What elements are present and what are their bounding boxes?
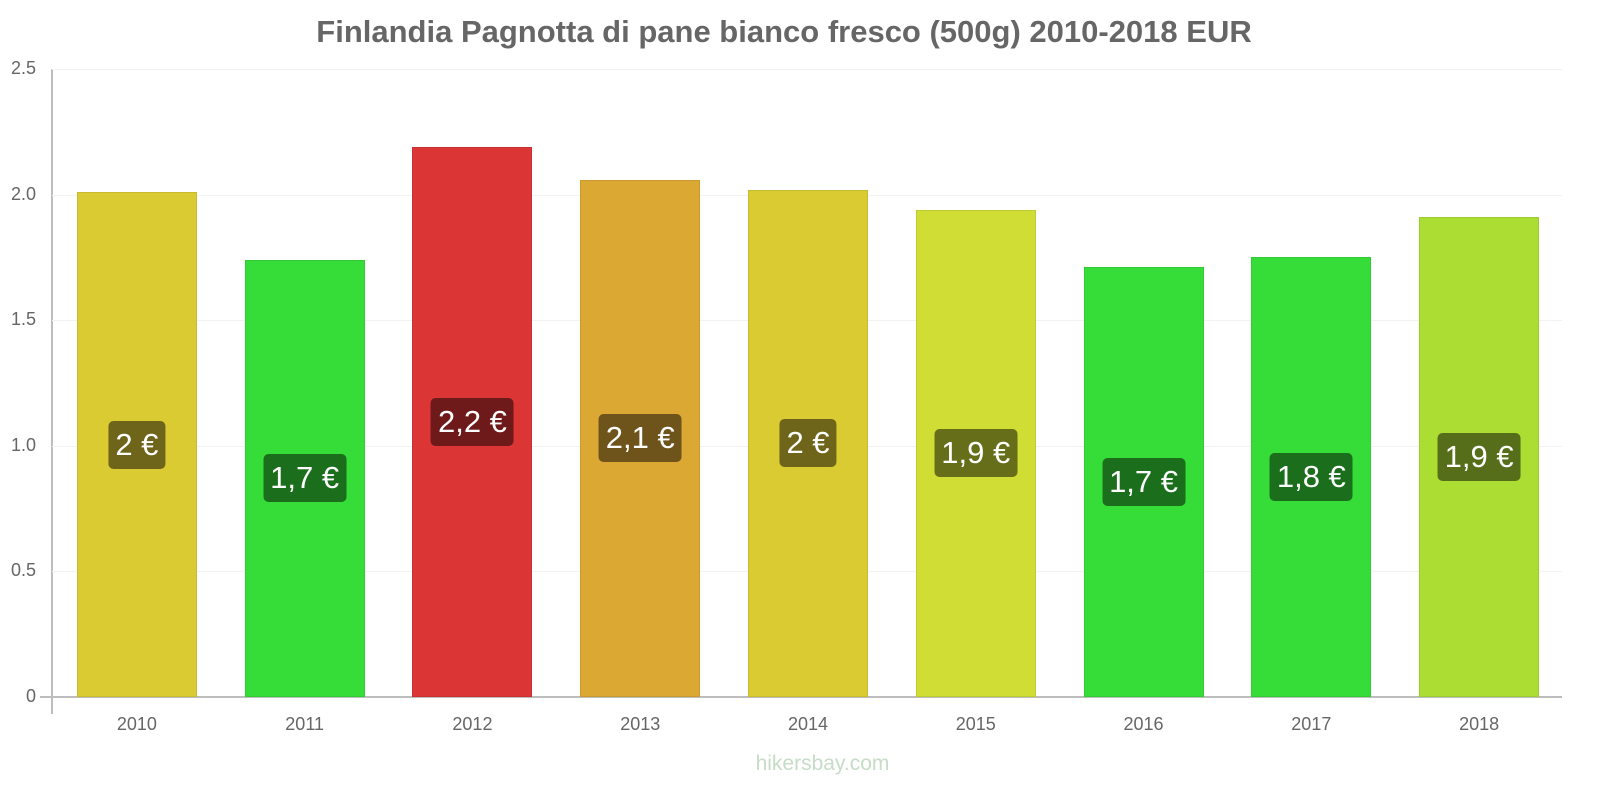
data-label: 1,9 € <box>934 429 1018 478</box>
x-tick-label: 2016 <box>1123 714 1164 734</box>
data-label: 2 € <box>779 419 837 468</box>
y-tick-label: 1.5 <box>10 309 36 330</box>
gridline <box>52 69 1562 70</box>
x-tick-label: 2017 <box>1291 714 1332 734</box>
data-label: 1,7 € <box>263 454 347 503</box>
x-tick-label: 2013 <box>620 714 661 734</box>
x-tick-label: 2014 <box>787 714 829 734</box>
chart-title: Finlandia Pagnotta di pane bianco fresco… <box>316 14 1252 49</box>
data-label: 1,9 € <box>1437 433 1521 482</box>
y-tick-label: 0.5 <box>10 560 36 581</box>
x-axis-line <box>40 696 1562 698</box>
data-label: 1,7 € <box>1102 458 1186 507</box>
x-tick-label: 2015 <box>955 714 996 734</box>
data-label: 2,1 € <box>598 414 682 463</box>
x-tick-label: 2011 <box>285 714 325 734</box>
x-tick-label: 2010 <box>116 714 157 734</box>
x-tick-label: 2018 <box>1459 714 1500 734</box>
y-tick-label: 0 <box>25 686 36 706</box>
y-tick-label: 1.0 <box>10 434 36 455</box>
watermark: hikersbay.com <box>755 752 890 775</box>
x-tick-label: 2012 <box>452 714 493 734</box>
data-label: 2,2 € <box>430 397 514 446</box>
y-tick-label: 2.0 <box>10 183 36 204</box>
data-label: 1,8 € <box>1269 453 1353 502</box>
data-label: 2 € <box>108 420 166 469</box>
y-tick-label: 2.5 <box>10 58 36 78</box>
y-axis-line <box>51 69 53 714</box>
